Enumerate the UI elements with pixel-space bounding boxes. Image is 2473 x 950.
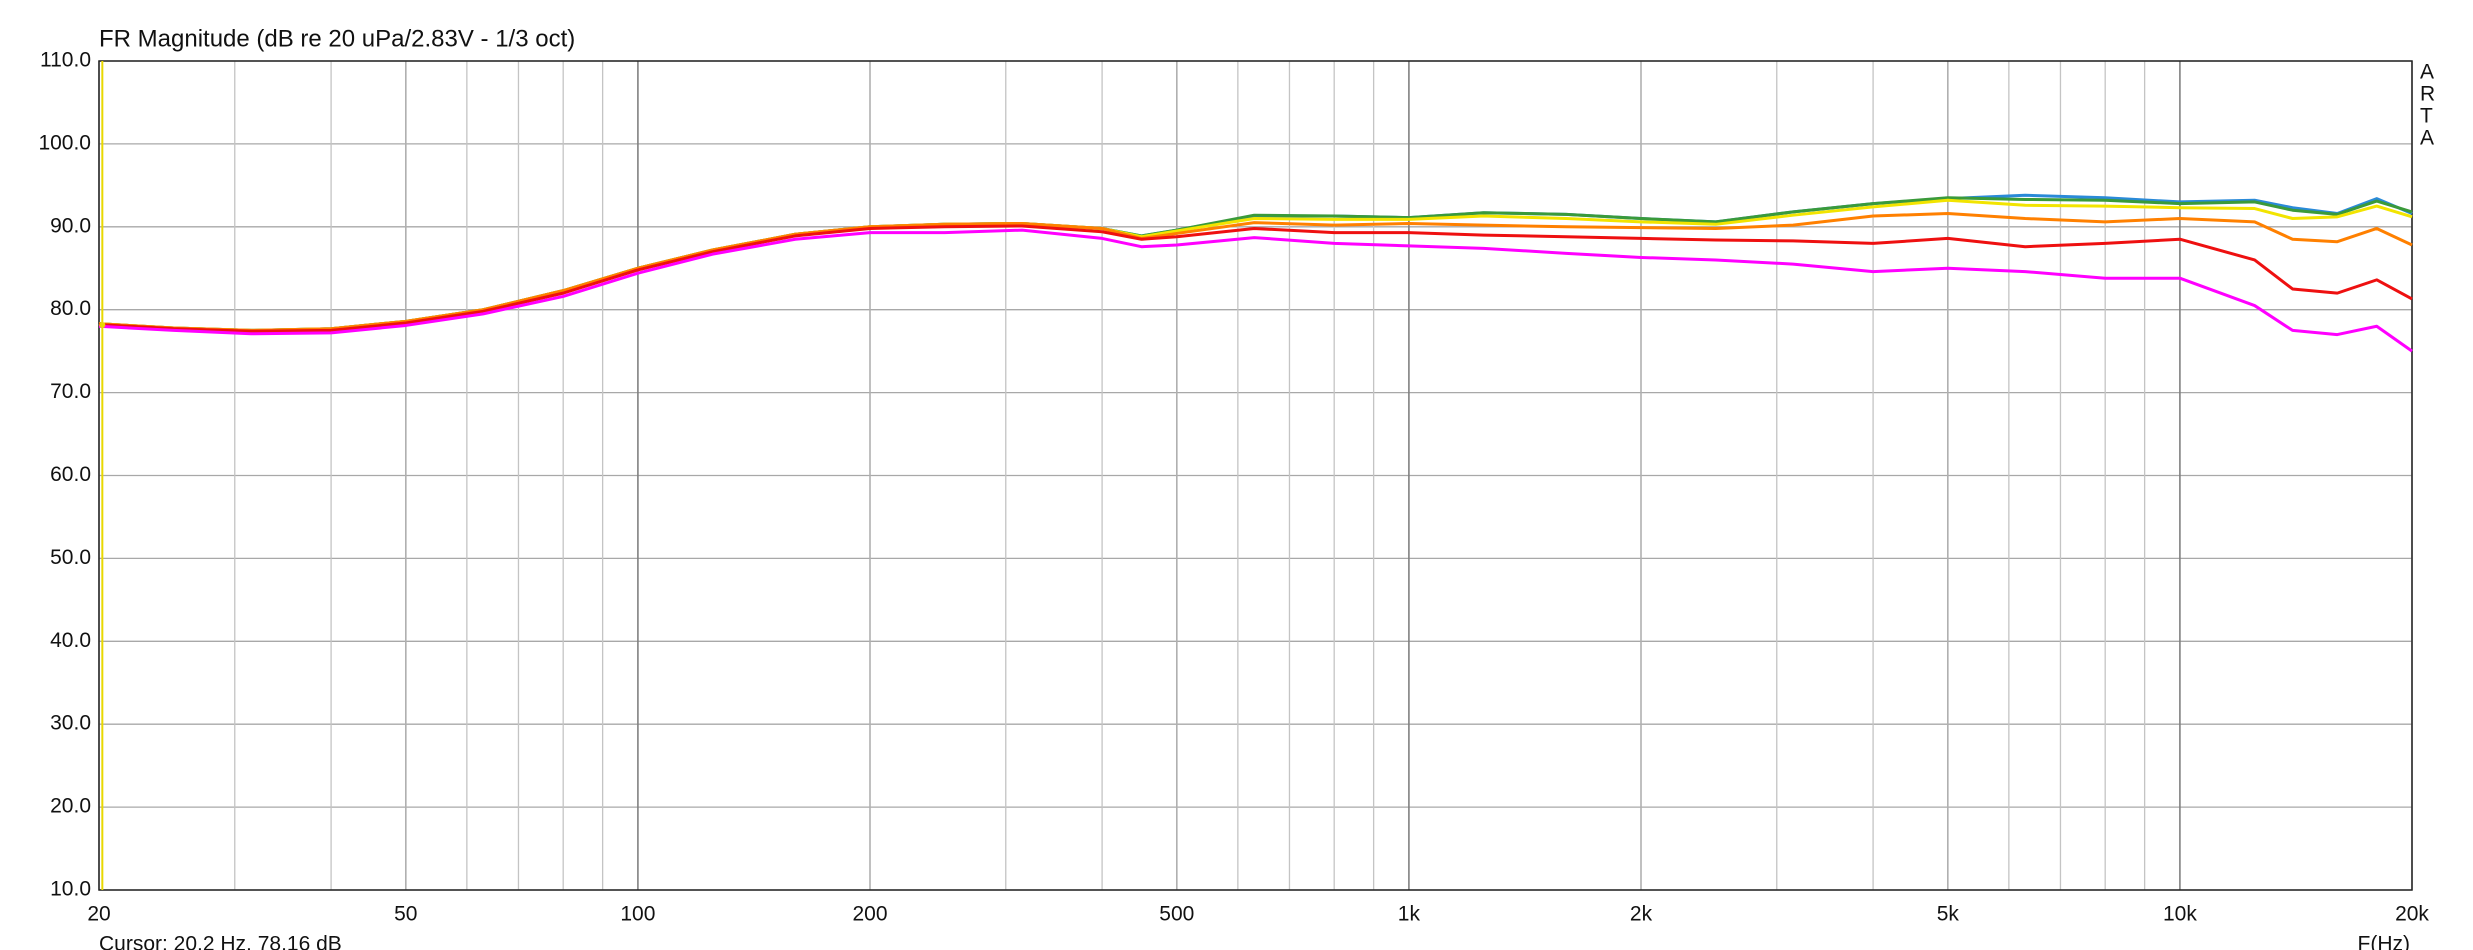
y-tick-label: 90.0 (50, 214, 91, 237)
y-tick-label: 20.0 (50, 795, 91, 818)
series-line (98, 228, 2413, 353)
y-tick-label: 100.0 (38, 131, 91, 154)
series-line (98, 224, 2413, 333)
x-tick-label: 500 (1159, 903, 1194, 926)
chart-title: FR Magnitude (dB re 20 uPa/2.83V - 1/3 o… (99, 25, 575, 52)
series-line (98, 212, 2413, 332)
y-tick-label: 60.0 (50, 463, 91, 486)
x-tick-label: 1k (1398, 903, 1421, 926)
y-tick-label: 110.0 (40, 49, 91, 72)
y-tick-label: 80.0 (50, 297, 91, 320)
x-tick-label: 200 (852, 903, 887, 926)
x-tick-label: 100 (620, 903, 655, 926)
cursor-point (99, 321, 106, 328)
cursor-readout: Cursor: 20.2 Hz, 78.16 dB (99, 933, 342, 950)
x-tick-label: 2k (1630, 903, 1653, 926)
x-axis-label: F(Hz) (2358, 933, 2410, 950)
y-tick-label: 70.0 (50, 380, 91, 403)
side-label: A (2420, 127, 2434, 150)
side-label: R (2420, 83, 2435, 106)
y-tick-label: 30.0 (50, 712, 91, 735)
x-tick-label: 5k (1937, 903, 1960, 926)
y-tick-label: 50.0 (50, 546, 91, 569)
plot-frame (98, 60, 2413, 891)
x-tick-label: 50 (394, 903, 417, 926)
x-tick-label: 10k (2163, 903, 2197, 926)
side-label: A (2420, 61, 2434, 84)
side-label: T (2420, 105, 2433, 128)
y-tick-label: 10.0 (50, 878, 91, 901)
x-tick-label: 20k (2395, 903, 2429, 926)
y-tick-label: 40.0 (50, 629, 91, 652)
x-tick-label: 20 (87, 903, 110, 926)
